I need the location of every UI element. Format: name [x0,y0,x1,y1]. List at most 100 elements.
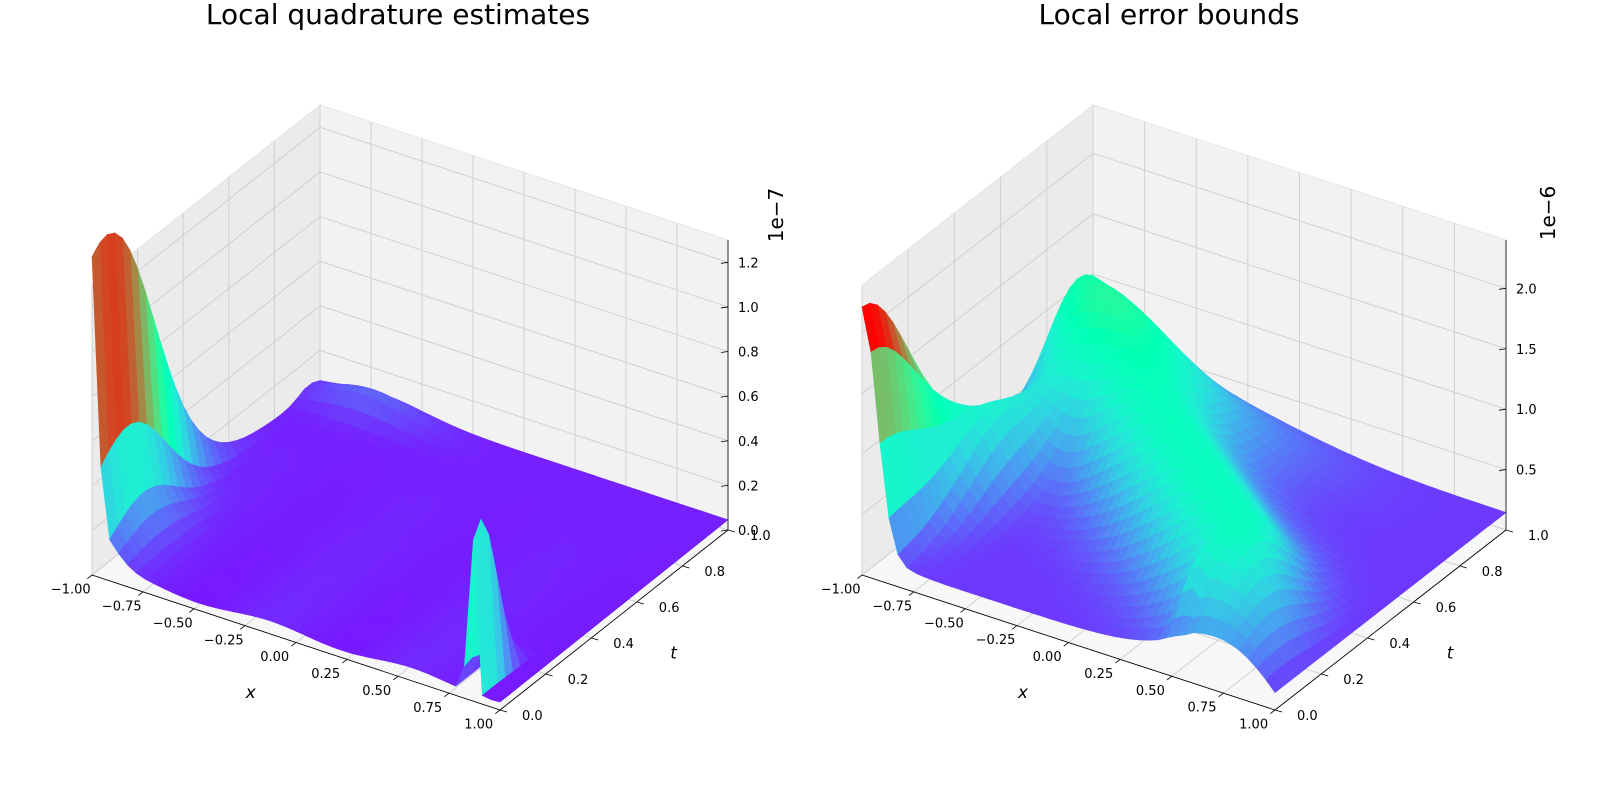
x-tick-label: 0.25 [1084,667,1113,682]
z-tick-label: 0.5 [1516,464,1537,479]
surface [91,232,729,703]
surface-face [1265,672,1284,694]
z-gridline-back [319,349,729,486]
x-tick-label: 0.50 [362,684,391,699]
x-tick [495,709,501,715]
y-tick-label: 0.2 [568,673,589,688]
y-tick-label: 0.6 [1436,601,1457,616]
x-tick [444,692,450,698]
z-gridline-back [1092,152,1507,289]
x-tick-label: −0.25 [976,633,1016,648]
y-tick [1274,709,1283,713]
x-tick [342,659,348,664]
z-gridline-back [1092,273,1507,410]
z-offset-label: 1e−6 [1536,186,1560,241]
z-tick-label: 0.2 [738,479,759,494]
axes: −1.00−0.75−0.50−0.250.000.250.500.751.00… [51,240,771,733]
y-tick [727,529,736,533]
z-tick [1498,408,1507,411]
x-tick [1218,692,1224,698]
chart-title: Local quadrature estimates [206,0,590,31]
y-tick [1505,529,1514,533]
x-tick [393,675,399,681]
x-tick [1115,659,1121,664]
z-tick [1498,348,1507,351]
x-tick [857,574,863,580]
x-tick-label: 0.75 [1188,701,1217,716]
x-tick-label: 1.00 [1239,718,1268,733]
y-axis-label: t [670,643,678,663]
y-tick [1459,565,1467,569]
x-tick-label: 0.00 [1033,650,1062,665]
x-tick-label: −1.00 [51,583,91,598]
z-gridline-back [319,126,729,263]
z-tick-label: 0.8 [738,346,759,361]
z-tick-label: 1.0 [1516,403,1537,418]
y-tick-label: 1.0 [750,529,771,544]
z-tick-label: 1.0 [738,301,759,316]
x-tick [240,625,246,630]
x-tick-label: 1.00 [464,718,493,733]
z-gridline-left [861,152,1094,334]
surface [861,274,1507,694]
x-tick [1063,642,1069,647]
x-tick-label: 0.75 [413,701,442,716]
chart-panel-error-bounds: −1.00−0.75−0.50−0.250.000.250.500.751.00… [821,0,1560,733]
y-tick [1321,673,1329,677]
x-tick [960,608,966,613]
x-tick [189,608,195,613]
y-tick-label: 0.2 [1343,673,1364,688]
z-tick-label: 0.0 [738,524,759,539]
z-offset-label: 1e−7 [764,188,788,243]
z-gridline-back [319,260,729,397]
y-tick-label: 0.8 [704,565,725,580]
x-axis-label: x [245,683,257,703]
z-gridline-back [1092,213,1507,350]
y-tick [499,709,508,713]
y-tick [1413,601,1421,605]
x-tick [908,591,914,596]
x-tick-label: −0.50 [153,616,193,631]
y-tick-label: 0.0 [1297,709,1318,724]
z-tick-label: 0.4 [738,435,759,450]
x-axis-label: x [1017,683,1029,703]
z-tick-label: 1.2 [738,256,759,271]
z-tick [720,395,729,398]
z-tick-label: 1.5 [1516,343,1537,358]
z-gridline-back [319,171,729,308]
z-gridline-back [319,216,729,353]
y-tick [682,565,690,569]
y-tick-label: 0.8 [1482,565,1503,580]
z-tick [720,351,729,353]
z-tick [720,306,729,309]
y-tick-label: 0.0 [522,709,543,724]
z-tick [720,440,729,443]
y-axis-line [499,529,729,711]
x-tick [87,574,93,580]
x-tick-label: 0.25 [311,667,340,682]
z-tick [1498,469,1507,471]
y-tick [591,637,599,641]
x-tick-label: 0.50 [1136,684,1165,699]
surface-face [490,693,509,703]
y-tick-label: 0.4 [1389,637,1410,652]
z-tick-label: 0.6 [738,390,759,405]
x-tick [1166,675,1172,681]
z-tick [1498,287,1507,290]
y-tick [1367,637,1375,641]
y-axis-line [1274,529,1507,711]
chart-panel-quadrature: −1.00−0.75−0.50−0.250.000.250.500.751.00… [51,0,788,733]
x-tick [291,642,297,647]
chart-title: Local error bounds [1039,0,1300,31]
z-gridline-back [319,305,729,442]
z-tick-label: 2.0 [1516,282,1537,297]
x-tick [138,591,144,596]
y-tick [545,673,553,677]
y-tick-label: 1.0 [1528,529,1549,544]
z-tick [720,529,729,532]
x-tick-label: −1.00 [821,583,861,598]
x-tick-label: −0.75 [102,600,142,615]
x-tick [1270,709,1276,715]
x-tick-label: 0.00 [260,650,289,665]
